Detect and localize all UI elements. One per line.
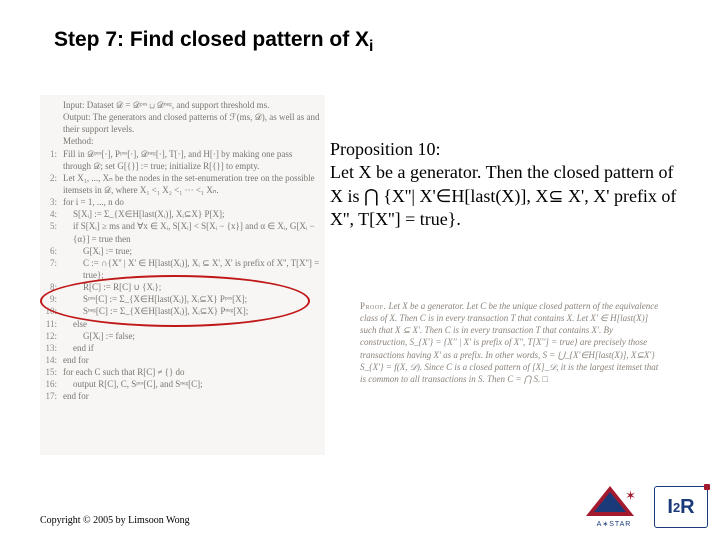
- proposition-heading: Proposition 10:: [330, 138, 680, 161]
- proof-block: Proof. Let X be a generator. Let C be th…: [360, 300, 662, 385]
- algo-line: end if: [63, 342, 320, 354]
- algo-line: S[Xᵢ] := Σ_{X∈H[last(Xᵢ)], Xᵢ⊆X} P[X];: [63, 208, 320, 220]
- i2r-2: 2: [673, 500, 680, 515]
- astar-triangle-blue: [594, 492, 626, 512]
- algo-line: G[Xᵢ] := true;: [63, 245, 320, 257]
- algo-line: output R[C], C, Sᵖᵒˢ[C], and Sⁿᵉᵍ[C];: [63, 378, 320, 390]
- algo-output: Output: The generators and closed patter…: [63, 111, 320, 135]
- title-text: Step 7: Find closed pattern of X: [54, 28, 369, 51]
- proposition-block: Proposition 10: Let X be a generator. Th…: [330, 138, 680, 232]
- title-subscript: i: [369, 38, 373, 55]
- algo-method-label: Method:: [63, 135, 320, 147]
- algo-line: Fill in 𝒟ᵖᵒˢ[·], Pᵖᵒˢ[·], 𝒟ⁿᵉᵍ[·], T[·],…: [63, 148, 320, 172]
- proof-label: Proof.: [360, 301, 386, 311]
- algo-line: R[C] := R[C] ∪ {Xᵢ};: [63, 281, 320, 293]
- astar-label: A∗STAR: [586, 520, 642, 528]
- algo-line: Sⁿᵉᵍ[C] := Σ_{X∈H[last(Xᵢ)], Xᵢ⊆X} Pⁿᵉᵍ[…: [63, 305, 320, 317]
- astar-logo: ✶ A∗STAR: [586, 486, 642, 528]
- algo-line: Let X₁, ..., Xₙ be the nodes in the set-…: [63, 172, 320, 196]
- i2r-accent-dot: [704, 484, 710, 490]
- i2r-logo: I2R: [654, 486, 708, 528]
- copyright-text: Copyright © 2005 by Limsoon Wong: [40, 515, 190, 526]
- algo-line: end for: [63, 390, 320, 402]
- algorithm-box: Input: Dataset 𝒟 = 𝒟ᵖᵒˢ ⊔ 𝒟ⁿᵉᵍ, and supp…: [40, 95, 325, 455]
- algo-line: for i = 1, ..., n do: [63, 196, 320, 208]
- algo-line: else: [63, 318, 320, 330]
- algo-line: end for: [63, 354, 320, 366]
- proof-body: Let X be a generator. Let C be the uniqu…: [360, 301, 658, 384]
- proposition-body: Let X be a generator. Then the closed pa…: [330, 161, 680, 231]
- algo-input: Input: Dataset 𝒟 = 𝒟ᵖᵒˢ ⊔ 𝒟ⁿᵉᵍ, and supp…: [63, 99, 320, 111]
- algo-line: if S[Xᵢ] ≥ ms and ∀x ∈ Xᵢ, S[Xᵢ] < S[Xᵢ …: [63, 220, 320, 244]
- i2r-r: R: [680, 496, 694, 519]
- algo-line: G[Xᵢ] := false;: [63, 330, 320, 342]
- algo-line: for each C such that R[C] ≠ {} do: [63, 366, 320, 378]
- algo-line: Sᵖᵒˢ[C] := Σ_{X∈H[last(Xᵢ)], Xᵢ⊆X} Pᵖᵒˢ[…: [63, 293, 320, 305]
- algo-line: C := ∩{X'' | X' ∈ H[last(Xᵢ)], Xᵢ ⊆ X', …: [63, 257, 320, 281]
- star-icon: ✶: [625, 488, 636, 504]
- slide-title: Step 7: Find closed pattern of Xi: [54, 28, 373, 56]
